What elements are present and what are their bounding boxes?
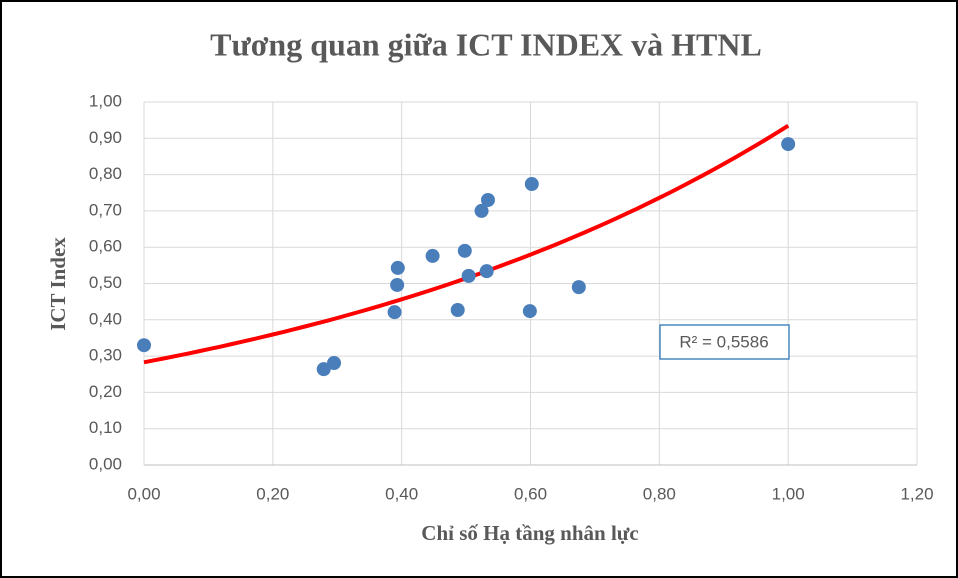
point xyxy=(390,260,405,275)
point xyxy=(450,302,465,317)
point xyxy=(457,243,472,258)
x-tick-label: 0,40 xyxy=(385,484,418,503)
x-tick-label: 0,80 xyxy=(643,484,676,503)
y-tick-label: 0,40 xyxy=(89,309,122,328)
point xyxy=(137,338,151,353)
chart-title: Tương quan giữa ICT INDEX và HTNL xyxy=(210,26,762,62)
point xyxy=(474,203,489,218)
y-tick-label: 0,60 xyxy=(89,237,122,256)
x-tick-label: 0,00 xyxy=(127,484,160,503)
x-tick-label: 0,20 xyxy=(256,484,289,503)
r-squared-label: R² = 0,5586 xyxy=(679,332,768,351)
x-axis-label: Chỉ số Hạ tầng nhân lực xyxy=(421,521,638,545)
y-tick-label: 0,50 xyxy=(89,273,122,292)
x-tick-label: 1,20 xyxy=(900,484,933,503)
y-tick-label: 1,00 xyxy=(89,91,122,110)
point xyxy=(390,277,405,292)
point xyxy=(480,193,495,208)
point xyxy=(522,304,537,319)
y-tick-label: 0,80 xyxy=(89,164,122,183)
point xyxy=(327,355,342,370)
x-tick-label: 0,60 xyxy=(514,484,547,503)
point xyxy=(316,362,331,377)
y-tick-label: 0,90 xyxy=(89,128,122,147)
r-squared-box xyxy=(659,324,790,360)
y-tick-label: 0,20 xyxy=(89,382,122,401)
y-tick-label: 0,10 xyxy=(89,418,122,437)
point xyxy=(387,305,402,320)
point xyxy=(479,264,494,279)
point xyxy=(425,248,440,263)
x-tick-label: 1,00 xyxy=(772,484,805,503)
point xyxy=(571,280,586,295)
point xyxy=(461,268,476,283)
point xyxy=(781,137,796,152)
point xyxy=(524,177,539,192)
y-tick-label: 0,00 xyxy=(89,454,122,473)
y-tick-label: 0,70 xyxy=(89,200,122,219)
y-axis-label: ICT Index xyxy=(46,237,70,331)
y-tick-label: 0,30 xyxy=(89,346,122,365)
